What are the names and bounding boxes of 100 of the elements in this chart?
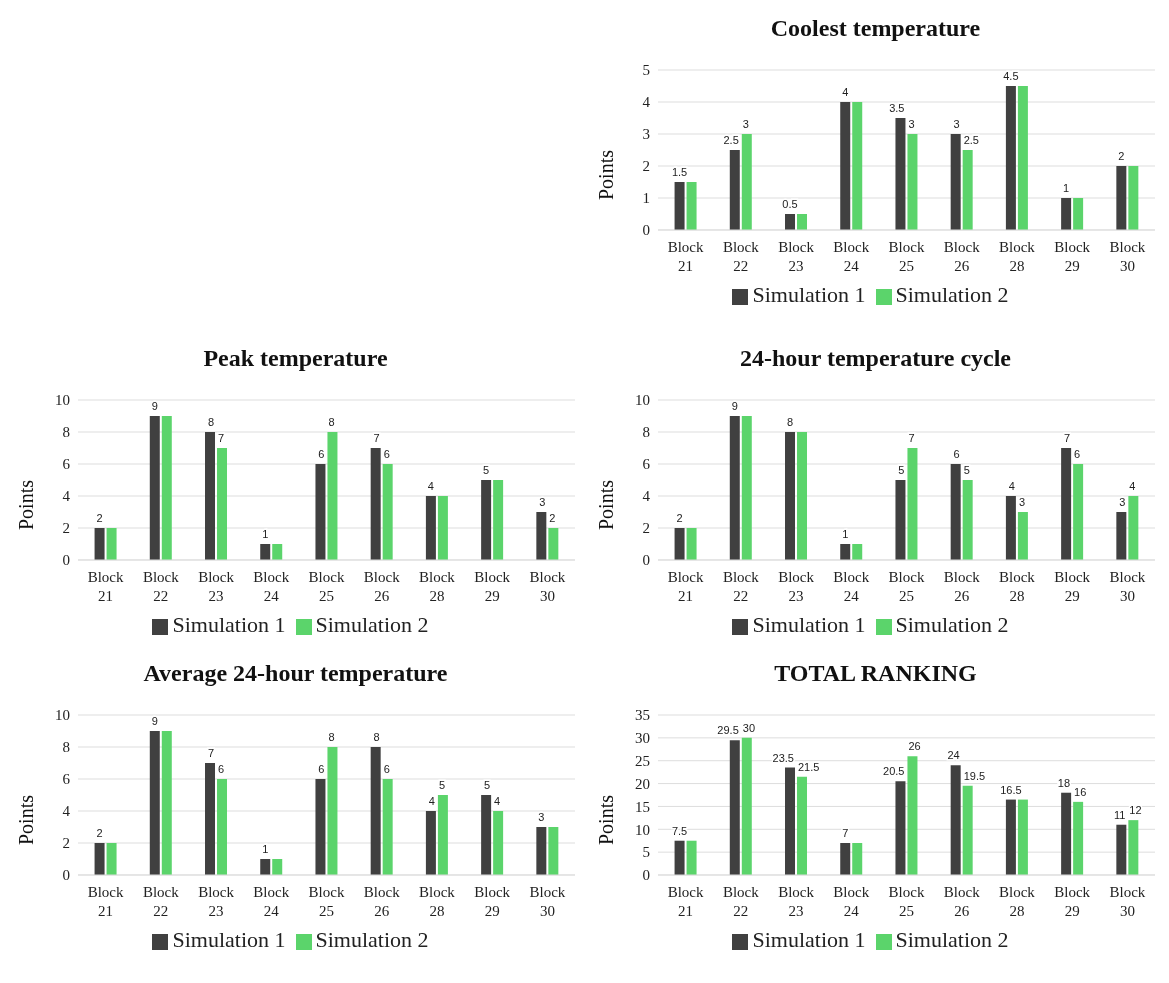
data-label: 1: [1063, 182, 1070, 194]
data-label: 8: [328, 731, 335, 743]
data-label: 5: [483, 464, 490, 476]
x-tick-label: Block 21: [87, 884, 125, 919]
bar: [217, 448, 228, 560]
x-tick-label: Block 26: [943, 884, 981, 919]
bar: [161, 731, 172, 875]
data-label: 6: [383, 763, 390, 775]
bar: [797, 776, 808, 875]
data-label: 4.5: [1003, 70, 1019, 82]
bar: [1128, 496, 1139, 560]
data-label: 4: [842, 86, 849, 98]
y-tick-label: 10: [55, 392, 70, 409]
bar: [729, 740, 740, 875]
data-label: 8: [207, 416, 215, 428]
x-tick-label: Block 29: [474, 884, 511, 919]
data-label: 23.5: [772, 751, 795, 764]
x-tick-label: Block 23: [198, 569, 235, 604]
x-tick-label: Block 23: [778, 239, 815, 274]
bar: [315, 464, 326, 560]
y-tick-label: 30: [635, 730, 650, 747]
data-label: 8: [373, 731, 380, 743]
bar: [895, 118, 906, 230]
data-label: 6: [218, 763, 225, 775]
bar: [217, 779, 228, 875]
chart-title: 24-hour temperature cycle: [739, 344, 1012, 373]
data-label: 16: [1074, 785, 1087, 798]
y-axis-title: Points: [15, 794, 38, 846]
bar: [729, 150, 740, 230]
data-label: 3.5: [889, 102, 905, 114]
x-tick-label: Block 22: [142, 569, 180, 604]
x-tick-label: Block 30: [529, 569, 566, 604]
y-tick-label: 2: [62, 835, 70, 852]
y-tick-label: 0: [642, 222, 650, 239]
data-label: 1.5: [671, 166, 688, 178]
data-label: 2: [676, 512, 683, 524]
data-label: 5: [484, 779, 491, 791]
y-tick-label: 4: [642, 94, 651, 111]
y-tick-label: 0: [642, 552, 650, 569]
data-label: 16.5: [1000, 783, 1022, 796]
data-label: 26: [908, 740, 921, 753]
x-tick-label: Block 26: [363, 884, 401, 919]
y-tick-label: 5: [642, 844, 650, 861]
bar: [741, 737, 752, 875]
x-tick-label: Block 29: [1054, 884, 1091, 919]
bar: [370, 448, 381, 560]
bar: [1005, 496, 1016, 560]
data-label: 18: [1057, 776, 1071, 789]
legend-label: Simulation 1: [752, 612, 866, 637]
x-tick-label: Block 23: [778, 884, 815, 919]
bar: [1073, 464, 1084, 560]
data-label: 3: [953, 118, 960, 130]
data-label: 3: [539, 496, 546, 508]
bar: [962, 150, 973, 230]
y-tick-label: 10: [635, 392, 650, 409]
bar: [962, 480, 973, 560]
data-label: 2: [1118, 150, 1125, 162]
x-tick-label: Block 21: [87, 569, 125, 604]
bar: [674, 840, 685, 875]
y-axis-title: Points: [595, 794, 618, 846]
data-label: 7: [218, 432, 225, 444]
data-label: 4: [428, 795, 435, 807]
legend-label: Simulation 2: [315, 927, 429, 952]
bar: [840, 102, 851, 230]
bar: [548, 528, 559, 560]
data-label: 21.5: [798, 760, 820, 773]
bar: [382, 464, 393, 560]
bar: [797, 432, 808, 560]
bar: [741, 134, 752, 230]
legend-label: Simulation 1: [752, 282, 866, 307]
bar: [797, 214, 808, 230]
bar: [481, 795, 492, 875]
bar: [962, 785, 973, 875]
bar: [950, 134, 961, 230]
data-label: 12: [1129, 804, 1142, 817]
bar: [493, 480, 504, 560]
data-label: 5: [963, 464, 970, 476]
x-tick-label: Block 24: [253, 884, 290, 919]
y-axis-title: Points: [595, 149, 618, 201]
bar: [895, 781, 906, 875]
data-label: 3: [1018, 496, 1026, 508]
x-tick-label: Block 30: [529, 884, 566, 919]
legend-label: Simulation 2: [895, 612, 1009, 637]
data-label: 2.5: [963, 134, 979, 146]
data-label: 7.5: [671, 824, 688, 837]
bar: [327, 432, 338, 560]
x-tick-label: Block 26: [943, 239, 981, 274]
data-label: 7: [1064, 432, 1071, 444]
bar: [425, 496, 436, 560]
x-tick-label: Block 24: [833, 239, 870, 274]
y-tick-label: 1: [642, 190, 650, 207]
bar: [686, 182, 697, 230]
bar: [950, 464, 961, 560]
bar: [840, 544, 851, 560]
x-tick-label: Block 23: [198, 884, 235, 919]
x-tick-label: Block 26: [943, 569, 981, 604]
bar: [1073, 198, 1084, 230]
bar: [950, 765, 961, 875]
bar: [1116, 824, 1127, 875]
x-tick-label: Block 23: [778, 569, 815, 604]
